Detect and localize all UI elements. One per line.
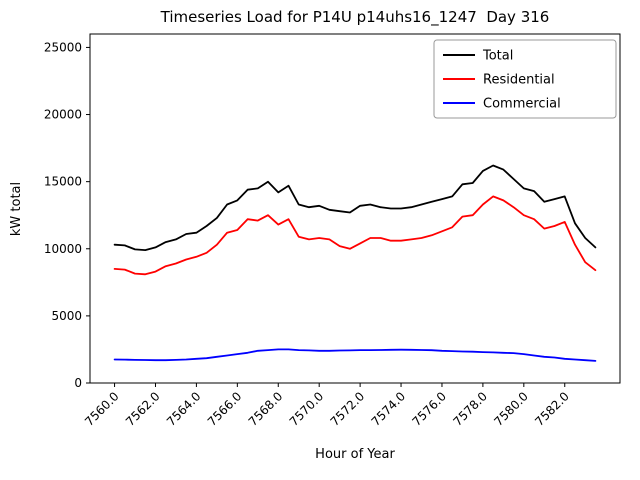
legend: Total Residential Commercial xyxy=(433,39,617,119)
x-tick-label: 7572.0 xyxy=(328,389,368,429)
y-tick-label: 25000 xyxy=(44,40,82,54)
chart-title: Timeseries Load for P14U p14uhs16_1247 D… xyxy=(160,8,550,27)
series-line-total xyxy=(113,164,597,252)
series-line-commercial xyxy=(113,348,597,362)
legend-box xyxy=(433,39,617,119)
series-line-residential xyxy=(113,195,597,276)
y-axis-label: kW total xyxy=(9,182,24,236)
x-tick-label: 7562.0 xyxy=(123,389,163,429)
x-axis-label: Hour of Year xyxy=(315,447,395,462)
x-tick-label: 7578.0 xyxy=(450,389,490,429)
x-tick-label: 7582.0 xyxy=(532,389,572,429)
x-tick-label: 7564.0 xyxy=(164,389,204,429)
legend-label-residential: Residential xyxy=(483,73,555,88)
x-tick-label: 7576.0 xyxy=(409,389,449,429)
series-lines xyxy=(113,164,597,362)
x-tick-label: 7560.0 xyxy=(82,389,122,429)
x-tick-label: 7568.0 xyxy=(246,389,286,429)
x-tick-label: 7566.0 xyxy=(205,389,245,429)
legend-label-commercial: Commercial xyxy=(483,97,561,112)
y-tick-label: 0 xyxy=(74,376,82,390)
x-tick-label: 7574.0 xyxy=(369,389,409,429)
y-tick-label: 20000 xyxy=(44,108,82,122)
y-tick-label: 5000 xyxy=(51,309,82,323)
x-tick-label: 7570.0 xyxy=(287,389,327,429)
legend-label-total: Total xyxy=(482,49,513,64)
axes-frame xyxy=(89,33,621,384)
y-tick-label: 10000 xyxy=(44,242,82,256)
x-tick-label: 7580.0 xyxy=(491,389,531,429)
y-tick-label: 15000 xyxy=(44,175,82,189)
